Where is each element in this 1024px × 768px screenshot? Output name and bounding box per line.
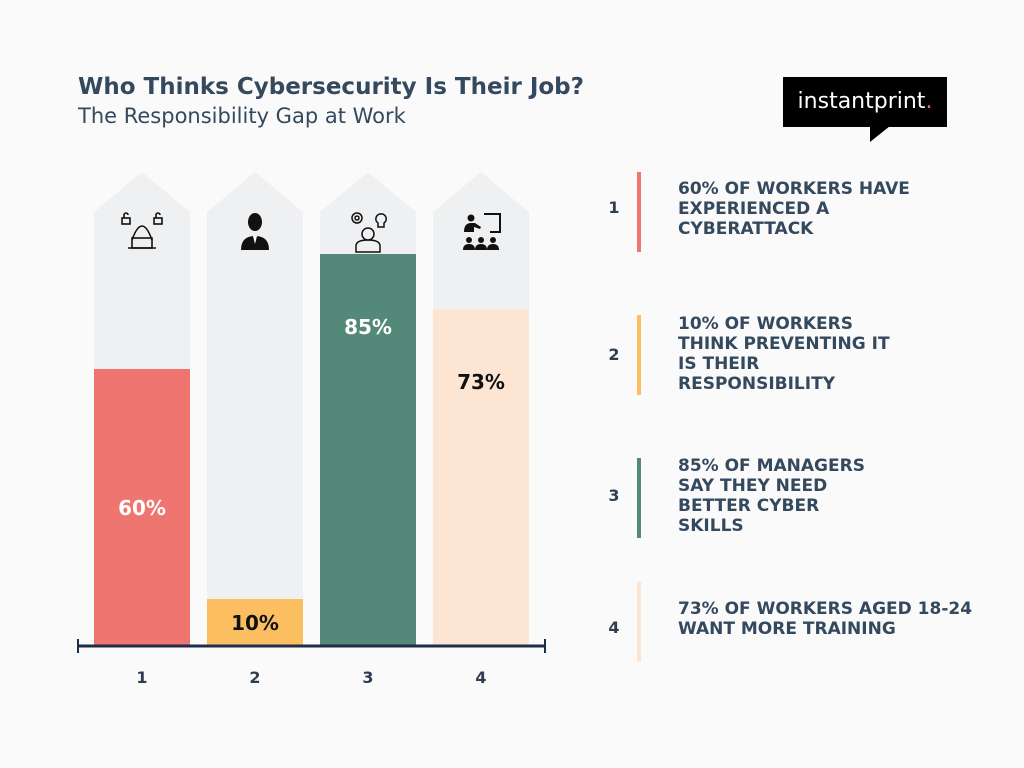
instantprint-logo: instantprint. — [783, 77, 947, 127]
legend-number: 3 — [608, 486, 620, 505]
legend-text: 10% of workers think preventing it is th… — [678, 314, 890, 394]
bar-value-label: 60% — [118, 496, 166, 520]
bar — [320, 254, 416, 645]
legend-text: 60% of workers have experienced a cybera… — [678, 179, 910, 239]
legend-color-bar — [637, 315, 641, 395]
legend-number: 2 — [608, 345, 620, 364]
chart-subtitle: The Responsibility Gap at Work — [78, 104, 406, 128]
bar — [94, 369, 190, 645]
bar — [207, 599, 303, 645]
legend-color-bar — [637, 458, 641, 538]
bar-value-label: 10% — [231, 611, 279, 635]
legend-color-bar — [637, 172, 641, 252]
x-tick-label: 2 — [249, 668, 261, 687]
legend-number: 1 — [608, 198, 620, 217]
legend-text: 73% of workers aged 18-24 want more trai… — [678, 599, 973, 639]
x-tick-label: 4 — [475, 668, 487, 687]
bar — [433, 309, 529, 645]
idea-gears-person-icon — [320, 210, 416, 254]
logo-speech-tail — [870, 126, 890, 142]
businessman-icon — [207, 210, 303, 254]
legend-text: 85% of managers say they need better cyb… — [678, 456, 865, 536]
chart-title: Who Thinks Cybersecurity Is Their Job? — [78, 74, 584, 100]
bar-track — [207, 172, 303, 645]
x-tick-label: 3 — [362, 668, 374, 687]
hacker-icon — [94, 210, 190, 254]
bar-value-label: 73% — [457, 370, 505, 394]
teacher-class-icon — [433, 210, 529, 254]
bar-value-label: 85% — [344, 315, 392, 339]
x-tick-label: 1 — [136, 668, 148, 687]
legend-color-bar — [637, 582, 641, 662]
legend-number: 4 — [608, 618, 620, 637]
